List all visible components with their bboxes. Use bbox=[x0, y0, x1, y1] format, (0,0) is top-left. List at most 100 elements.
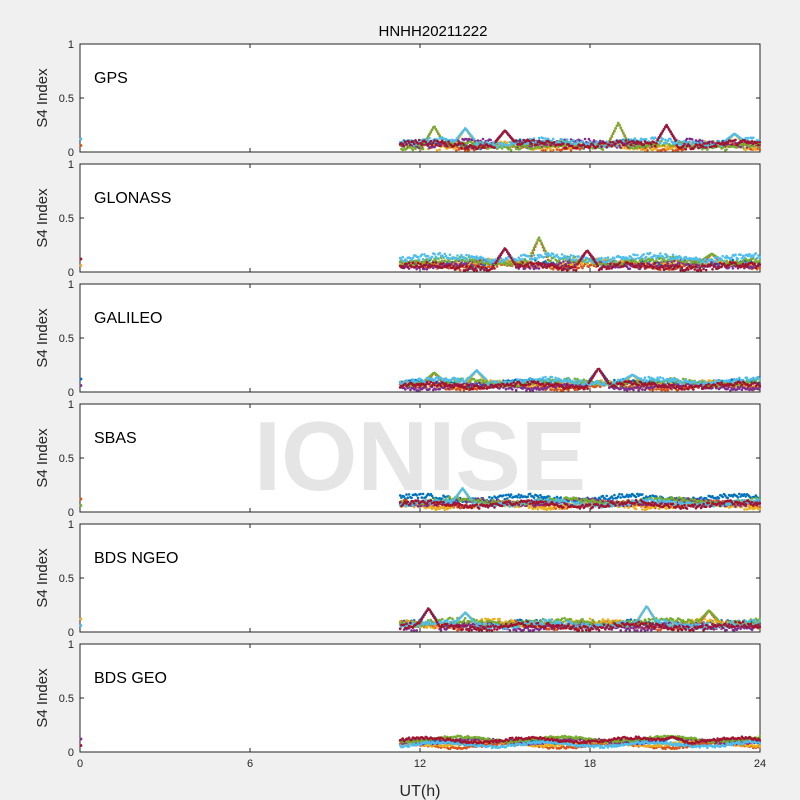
data-point bbox=[434, 143, 438, 146]
data-point bbox=[435, 149, 439, 152]
data-point bbox=[426, 265, 430, 269]
data-point bbox=[608, 267, 611, 270]
data-point bbox=[430, 128, 434, 131]
data-point bbox=[697, 146, 700, 150]
data-point bbox=[715, 260, 718, 263]
data-point bbox=[692, 265, 695, 269]
data-point bbox=[653, 261, 657, 265]
data-point bbox=[426, 254, 430, 258]
data-point bbox=[508, 140, 512, 144]
y-tick-label: 0 bbox=[68, 267, 74, 279]
data-point bbox=[402, 144, 406, 148]
data-point bbox=[680, 266, 684, 269]
data-point bbox=[704, 268, 708, 272]
data-point bbox=[674, 149, 677, 152]
data-point bbox=[442, 261, 445, 265]
plot-area bbox=[79, 43, 761, 153]
data-point bbox=[666, 388, 670, 392]
data-point bbox=[479, 143, 482, 146]
data-point bbox=[79, 257, 83, 261]
data-point bbox=[477, 261, 481, 264]
data-point bbox=[418, 265, 421, 269]
data-point bbox=[583, 260, 587, 264]
data-point bbox=[752, 255, 755, 259]
data-point bbox=[541, 136, 545, 140]
data-point bbox=[551, 137, 555, 141]
data-point bbox=[722, 259, 726, 263]
data-point bbox=[699, 269, 703, 272]
data-point bbox=[666, 262, 670, 265]
data-point bbox=[535, 143, 538, 146]
data-point bbox=[648, 145, 652, 148]
data-point bbox=[735, 146, 739, 149]
data-point bbox=[466, 139, 470, 143]
data-point bbox=[424, 140, 428, 144]
data-point bbox=[610, 134, 614, 138]
data-point bbox=[758, 263, 761, 266]
data-point bbox=[665, 267, 668, 271]
data-point bbox=[401, 255, 405, 259]
data-point bbox=[609, 137, 612, 140]
data-point bbox=[509, 148, 513, 152]
data-point bbox=[544, 263, 547, 267]
data-point bbox=[438, 387, 442, 391]
data-point bbox=[466, 147, 470, 150]
data-point bbox=[405, 147, 408, 150]
data-point bbox=[600, 145, 603, 148]
data-point bbox=[477, 265, 481, 268]
data-point bbox=[532, 262, 536, 266]
data-point bbox=[562, 142, 565, 145]
data-point bbox=[534, 243, 537, 247]
data-point bbox=[688, 144, 691, 148]
data-point bbox=[614, 126, 617, 130]
data-point bbox=[493, 146, 496, 150]
data-point bbox=[551, 252, 555, 256]
data-point bbox=[634, 257, 638, 261]
data-point bbox=[734, 262, 737, 265]
data-point bbox=[481, 256, 485, 260]
y-axis-label: S4 Index bbox=[34, 68, 51, 128]
data-point bbox=[745, 265, 749, 269]
data-point bbox=[425, 260, 429, 264]
data-point bbox=[662, 141, 666, 145]
data-point bbox=[521, 261, 524, 264]
data-point bbox=[610, 145, 614, 148]
data-point bbox=[531, 147, 535, 150]
data-point bbox=[433, 253, 436, 256]
data-point bbox=[572, 254, 575, 258]
data-point bbox=[544, 137, 547, 140]
data-point bbox=[685, 260, 689, 264]
data-point bbox=[443, 252, 447, 256]
data-point bbox=[549, 144, 552, 147]
data-point bbox=[639, 148, 643, 151]
data-point bbox=[562, 260, 565, 263]
data-point bbox=[657, 261, 661, 265]
data-point bbox=[491, 141, 495, 145]
data-point bbox=[600, 267, 603, 271]
data-point bbox=[671, 253, 675, 257]
data-point bbox=[608, 143, 611, 147]
data-point bbox=[521, 257, 524, 261]
data-point bbox=[410, 265, 413, 269]
data-point bbox=[718, 261, 722, 265]
data-point bbox=[655, 141, 658, 145]
data-point bbox=[669, 137, 672, 141]
data-point bbox=[420, 253, 424, 256]
data-point bbox=[727, 263, 731, 267]
data-point bbox=[438, 251, 442, 255]
data-point bbox=[559, 266, 563, 269]
data-point bbox=[717, 266, 721, 270]
data-point bbox=[754, 148, 758, 151]
data-point bbox=[662, 127, 666, 131]
data-point bbox=[665, 147, 668, 151]
data-point bbox=[659, 252, 662, 255]
data-point bbox=[550, 388, 554, 391]
data-point bbox=[551, 268, 555, 271]
data-point bbox=[688, 140, 691, 144]
data-point bbox=[569, 254, 573, 257]
data-point bbox=[465, 137, 468, 141]
data-point bbox=[500, 145, 504, 148]
data-point bbox=[521, 141, 524, 145]
data-point bbox=[564, 146, 568, 149]
